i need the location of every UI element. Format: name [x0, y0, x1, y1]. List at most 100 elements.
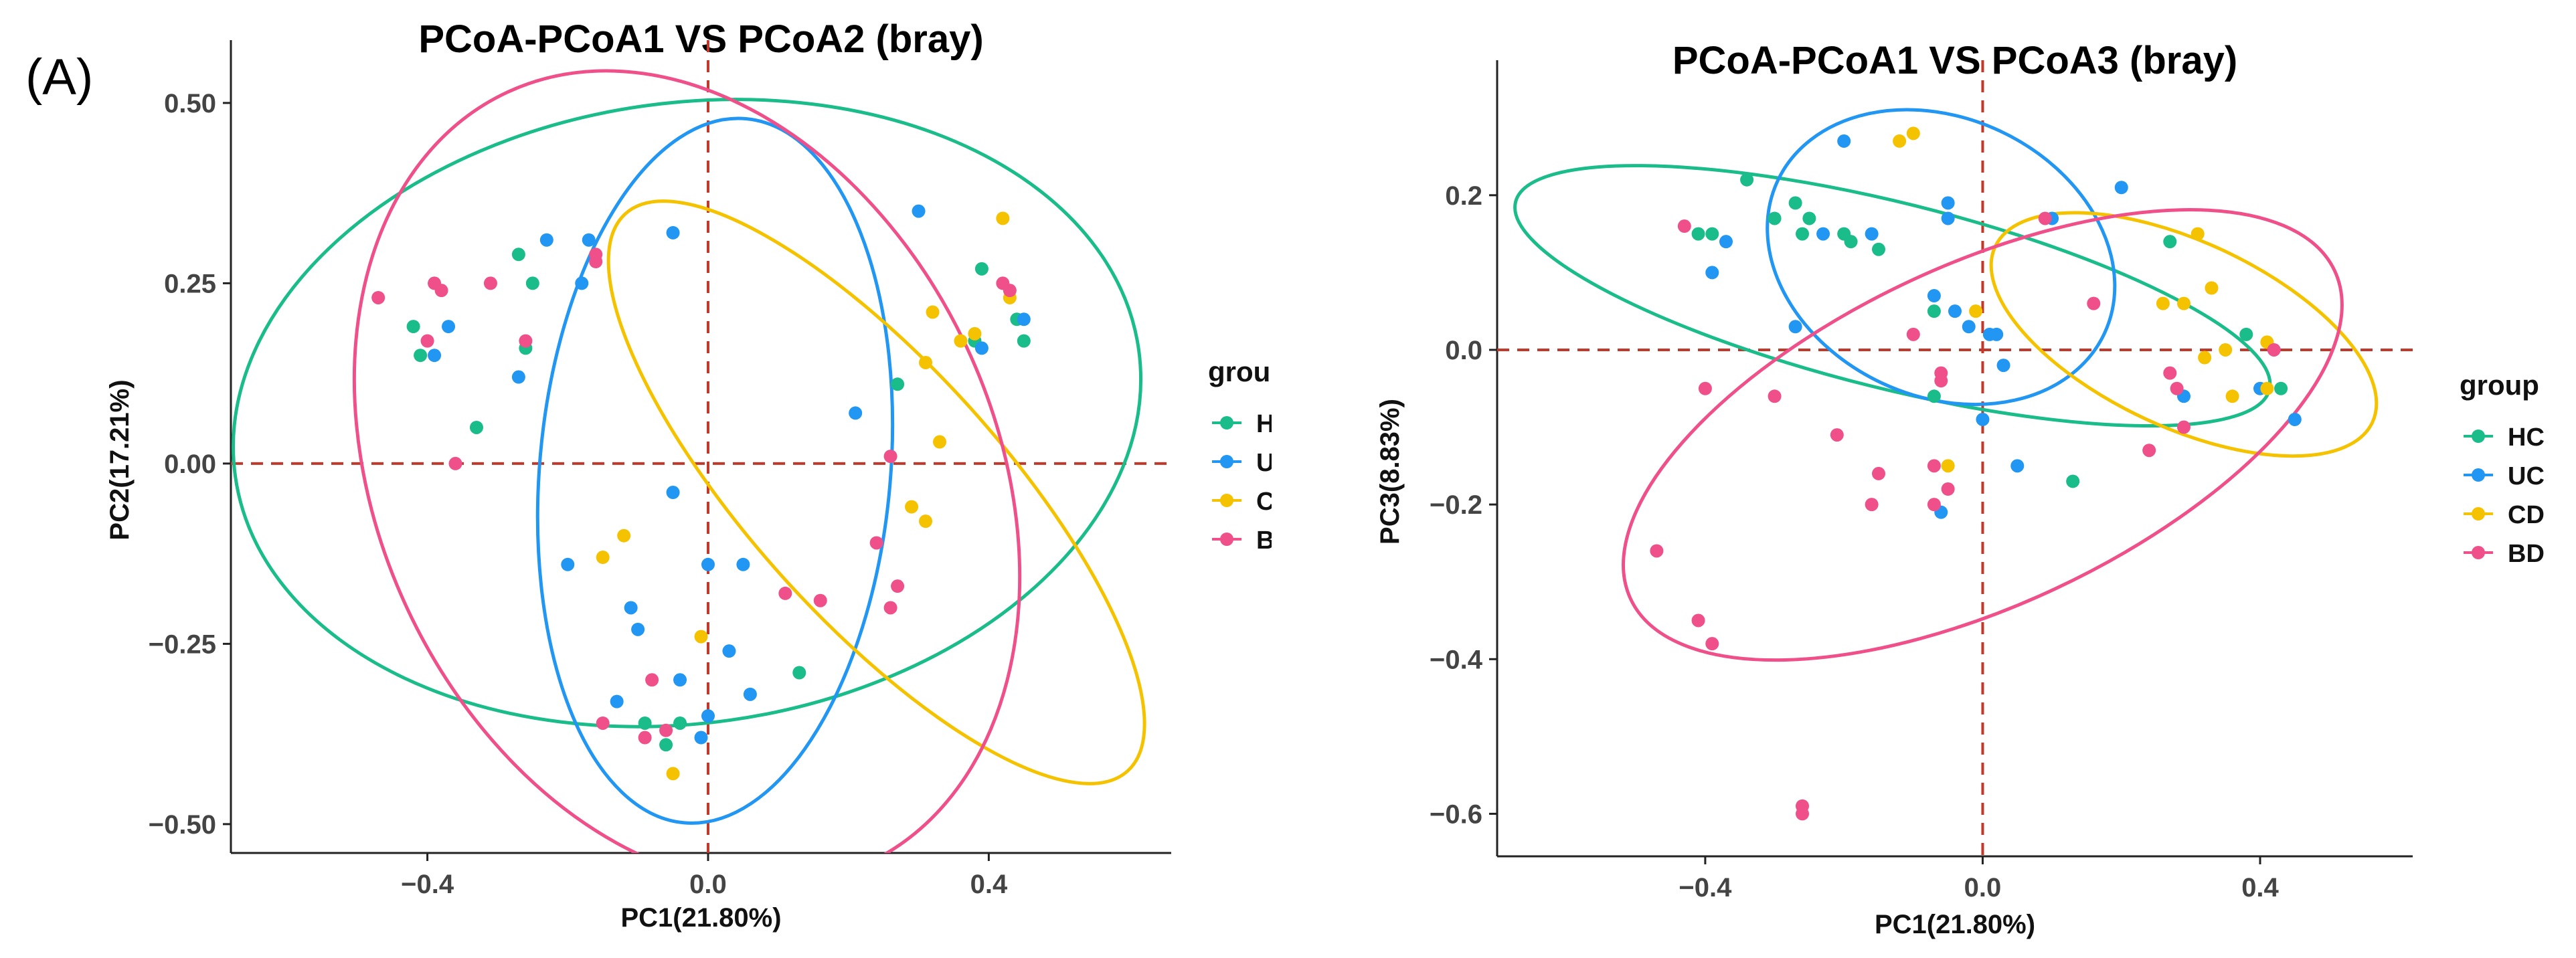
data-point-hc — [525, 276, 539, 290]
legend-label-hc: HC — [1256, 410, 1272, 438]
data-point-uc — [666, 486, 680, 500]
legend-key-dot — [1220, 455, 1233, 468]
data-point-uc — [722, 644, 736, 658]
y-tick-label: −0.6 — [1430, 799, 1482, 829]
data-point-cd — [968, 326, 982, 341]
data-point-uc — [2010, 459, 2025, 473]
data-point-uc — [1927, 289, 1941, 303]
data-point-cd — [1906, 126, 1920, 140]
data-point-uc — [511, 370, 525, 384]
data-point-bd — [1003, 284, 1017, 298]
data-point-bd — [2177, 420, 2191, 434]
data-point-bd — [2267, 343, 2281, 357]
data-point-hc — [673, 716, 687, 730]
data-point-uc — [582, 233, 596, 247]
confidence-ellipse-uc — [1766, 108, 2117, 407]
y-tick-label: 0.25 — [164, 269, 216, 298]
data-point-uc — [673, 673, 687, 687]
data-point-uc — [539, 233, 553, 247]
data-point-hc — [891, 377, 905, 391]
data-point-bd — [1691, 613, 1705, 628]
data-point-uc — [701, 557, 715, 571]
data-point-bd — [589, 255, 603, 269]
data-point-hc — [414, 349, 428, 363]
data-point-bd — [1768, 389, 1782, 403]
data-point-hc — [511, 248, 525, 262]
y-tick-label: 0.50 — [164, 89, 216, 118]
chart-title: PCoA-PCoA1 VS PCoA3 (bray) — [1672, 39, 2237, 82]
data-point-hc — [2163, 235, 2177, 249]
data-point-bd — [1872, 466, 1885, 480]
data-point-hc — [1927, 304, 1941, 318]
legend-key-dot — [1220, 533, 1233, 546]
x-tick-label: −0.4 — [401, 870, 454, 899]
data-point-bd — [1941, 482, 1955, 496]
data-point-uc — [1948, 304, 1962, 318]
data-point-hc — [1705, 227, 1719, 241]
data-point-bd — [1927, 459, 1941, 473]
data-point-bd — [420, 334, 434, 348]
data-point-bd — [2087, 296, 2101, 310]
data-point-hc — [469, 420, 483, 434]
legend-label-uc: UC — [1256, 449, 1272, 477]
data-point-uc — [1017, 312, 1031, 326]
data-point-cd — [2225, 389, 2239, 403]
data-point-bd — [1906, 327, 1920, 341]
legend-title: group — [1208, 356, 1272, 387]
pcoa-chart-pc1-pc2: PCoA-PCoA1 VS PCoA2 (bray) −0.4 0.0 0.4 0.50… — [105, 17, 1272, 933]
data-point-uc — [743, 687, 757, 701]
y-axis-label: PC3(8.83%) — [1375, 399, 1405, 545]
ellipse-layer — [232, 69, 1146, 853]
legend-label-uc: UC — [2508, 462, 2545, 490]
data-point-cd — [1893, 134, 1907, 148]
data-point-hc — [406, 320, 420, 334]
data-point-bd — [1934, 374, 1948, 388]
data-point-hc — [1802, 211, 1816, 225]
data-point-hc — [2239, 327, 2253, 341]
confidence-ellipse-cd — [606, 199, 1146, 785]
data-point-cd — [996, 211, 1010, 225]
legend-key-dot — [2472, 546, 2485, 559]
data-point-uc — [561, 557, 575, 571]
data-point-cd — [919, 355, 933, 369]
y-tick-label: 0.00 — [164, 450, 216, 479]
y-tick-label: −0.50 — [149, 810, 216, 840]
y-tick-label: −0.2 — [1430, 490, 1482, 520]
data-point-uc — [631, 622, 645, 636]
data-point-bd — [883, 450, 897, 464]
data-point-uc — [624, 601, 638, 615]
data-point-cd — [617, 529, 631, 543]
confidence-ellipse-uc — [535, 116, 895, 825]
data-point-bd — [448, 456, 462, 470]
data-point-bd — [1796, 807, 1809, 821]
data-point-cd — [1969, 304, 1983, 318]
confidence-ellipse-hc — [232, 98, 1143, 729]
legend-label-cd: CD — [2508, 501, 2545, 529]
data-point-uc — [1941, 196, 1955, 210]
data-point-uc — [1976, 412, 1990, 426]
data-point-cd — [2177, 296, 2191, 310]
confidence-ellipse-cd — [1989, 211, 2379, 458]
data-point-uc — [912, 204, 926, 218]
data-point-bd — [2142, 444, 2156, 458]
data-point-hc — [2066, 474, 2080, 488]
data-point-cd — [2219, 343, 2233, 357]
x-tick-label: 0.4 — [2241, 873, 2279, 902]
y-tick-label: −0.25 — [149, 630, 216, 659]
data-point-cd — [1941, 459, 1955, 473]
data-point-bd — [778, 586, 792, 600]
y-tick-label: 0.0 — [1445, 336, 1482, 365]
y-axis-label: PC2(17.21%) — [105, 379, 135, 540]
data-point-cd — [2156, 296, 2170, 310]
legend-label-bd: BD — [2508, 540, 2545, 568]
data-point-uc — [1816, 227, 1830, 241]
data-point-uc — [2288, 412, 2302, 426]
data-point-hc — [1927, 389, 1941, 403]
legend-key-dot — [1220, 416, 1233, 429]
data-point-bd — [596, 716, 610, 730]
data-point-hc — [1788, 196, 1802, 210]
data-point-cd — [905, 500, 919, 514]
legend-key-dot — [1220, 494, 1233, 507]
y-tick-label: −0.4 — [1430, 645, 1483, 674]
data-point-bd — [891, 579, 905, 593]
